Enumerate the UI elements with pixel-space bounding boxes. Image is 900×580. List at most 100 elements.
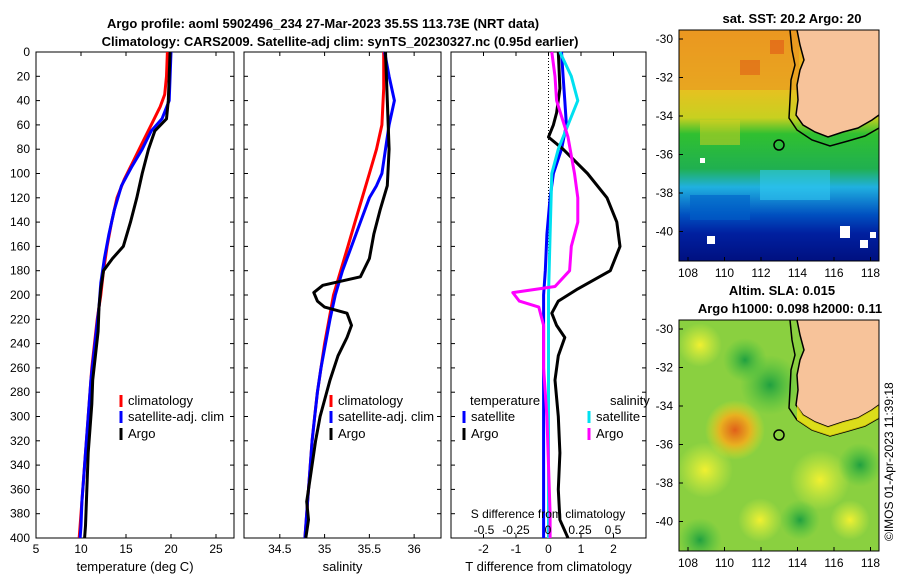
sla-map-title-line2: Argo h1000: 0.098 h2000: 0.11	[698, 301, 882, 316]
salinity-panel: 34.5 35 35.5 36 salinity	[243, 51, 442, 574]
legend-label-climatology: climatology	[128, 393, 194, 408]
figure-title-line2: Climatology: CARS2009. Satellite-adj cli…	[102, 34, 579, 49]
salinity-legend: climatology satellite-adj. clim Argo	[329, 393, 434, 441]
y-tick-label: 160	[10, 239, 30, 253]
y-tick-label: 80	[17, 142, 31, 156]
plot-area	[243, 51, 442, 539]
map-x-tick-label: 114	[788, 266, 807, 280]
x-axis-label: temperature (deg C)	[76, 559, 193, 574]
legend-label-s-argo: Argo	[596, 426, 623, 441]
x-axis-label: salinity	[323, 559, 363, 574]
map-x-tick-label: 112	[751, 266, 770, 280]
map-y-tick-label: -38	[656, 476, 674, 490]
legend-title-temperature: temperature	[470, 393, 540, 408]
x-axis-label: T difference from climatology	[465, 559, 632, 574]
argo-position-marker	[773, 139, 785, 151]
x-tick-label: 20	[164, 542, 178, 556]
map-y-tick-label: -40	[656, 225, 674, 239]
s-tick: -0.5	[474, 523, 495, 537]
map-y-tick-label: -30	[656, 32, 674, 46]
s-difference-ticks: -0.5 -0.25 0 0.25 0.5	[474, 523, 622, 537]
y-tick-label: 280	[10, 385, 30, 399]
x-tick-label: -1	[511, 542, 522, 556]
map-y-tick-label: -36	[656, 148, 674, 162]
map-tick-labels: 108 110 112 114 116 118 -30 -32 -34 -36 -38 -40 108 1…	[656, 32, 881, 570]
legend-label-t-argo: Argo	[471, 426, 498, 441]
x-tick-label: 36	[407, 542, 421, 556]
y-tick-label: 380	[10, 507, 30, 521]
x-tick-label: 2	[610, 542, 617, 556]
map-x-tick-label: 118	[861, 556, 880, 570]
y-tick-label: 360	[10, 482, 30, 496]
sla-field	[679, 320, 879, 551]
series-line-argo	[83, 51, 172, 539]
y-tick-label: 220	[10, 312, 30, 326]
legend-label-argo: Argo	[128, 426, 155, 441]
figure-title-line1: Argo profile: aoml 5902496_234 27-Mar-20…	[107, 16, 539, 31]
sla-map-title-line1: Altim. SLA: 0.015	[729, 283, 835, 298]
y-tick-label: 180	[10, 264, 30, 278]
map-y-tick-label: -30	[656, 322, 674, 336]
s-tick: 0.25	[568, 523, 592, 537]
legend-label-satellite: satellite-adj. clim	[128, 409, 224, 424]
map-y-tick-label: -32	[656, 71, 674, 85]
x-tick-label: 35.5	[358, 542, 382, 556]
y-tick-label: 200	[10, 288, 30, 302]
series-line-t-argo	[547, 51, 622, 539]
x-tick-label: 0	[545, 542, 552, 556]
land-mass	[796, 320, 879, 427]
legend-label-climatology: climatology	[338, 393, 404, 408]
legend-title-salinity: salinity	[610, 393, 650, 408]
map-y-tick-label: -38	[656, 186, 674, 200]
y-tick-label: 60	[17, 118, 31, 132]
legend-label-argo: Argo	[338, 426, 365, 441]
map-y-tick-label: -36	[656, 438, 674, 452]
argo-position-marker	[773, 429, 785, 441]
y-tick-label: 240	[10, 337, 30, 351]
sst-map-title: sat. SST: 20.2 Argo: 20	[723, 11, 862, 26]
map-x-tick-label: 108	[678, 556, 698, 570]
y-tick-label: 400	[10, 531, 30, 545]
map-y-tick-label: -32	[656, 361, 674, 375]
imos-credit: ©IMOS 01-Apr-2023 11:39:18	[882, 382, 896, 541]
x-tick-label: 1	[578, 542, 585, 556]
map-x-tick-label: 108	[678, 266, 698, 280]
sst-field	[679, 30, 879, 261]
map-x-tick-label: 116	[824, 556, 843, 570]
y-tick-label: 0	[23, 45, 30, 59]
series-line-s-argo	[511, 51, 580, 538]
temperature-legend: climatology satellite-adj. clim Argo	[119, 393, 224, 441]
legend-label-t-satellite: satellite	[471, 409, 515, 424]
plot-area	[35, 51, 235, 539]
land-mass	[796, 30, 879, 137]
map-y-tick-label: -34	[656, 109, 674, 123]
map-x-tick-label: 110	[715, 556, 734, 570]
difference-panel: -2 -1 0 1 2 T difference from climatology	[450, 51, 647, 574]
x-tick-label: 15	[119, 542, 133, 556]
map-x-tick-label: 118	[861, 266, 880, 280]
difference-legend: temperature satellite Argo salinity sate…	[462, 393, 650, 441]
y-tick-label: 120	[10, 191, 30, 205]
map-x-tick-label: 114	[788, 556, 807, 570]
map-y-tick-label: -40	[656, 515, 674, 529]
x-tick-label: 10	[74, 542, 88, 556]
map-y-tick-label: -34	[656, 399, 674, 413]
legend-label-s-satellite: satellite	[596, 409, 640, 424]
sla-map: Altim. SLA: 0.015 Argo h1000: 0.098 h200…	[678, 283, 882, 552]
x-tick-label: 35	[318, 542, 332, 556]
s-tick: 0.5	[605, 523, 622, 537]
x-tick-label: 5	[33, 542, 40, 556]
map-x-tick-label: 112	[751, 556, 770, 570]
s-tick: 0	[545, 523, 552, 537]
y-tick-label: 20	[17, 69, 31, 83]
y-tick-label: 260	[10, 361, 30, 375]
y-tick-label: 300	[10, 410, 30, 424]
y-tick-label: 40	[17, 94, 31, 108]
y-tick-label: 100	[10, 167, 30, 181]
series-line-t-satellite	[542, 51, 568, 538]
series-line-argo	[304, 51, 391, 539]
legend-label-satellite: satellite-adj. clim	[338, 409, 434, 424]
s-tick: -0.25	[502, 523, 530, 537]
y-tick-label: 340	[10, 458, 30, 472]
